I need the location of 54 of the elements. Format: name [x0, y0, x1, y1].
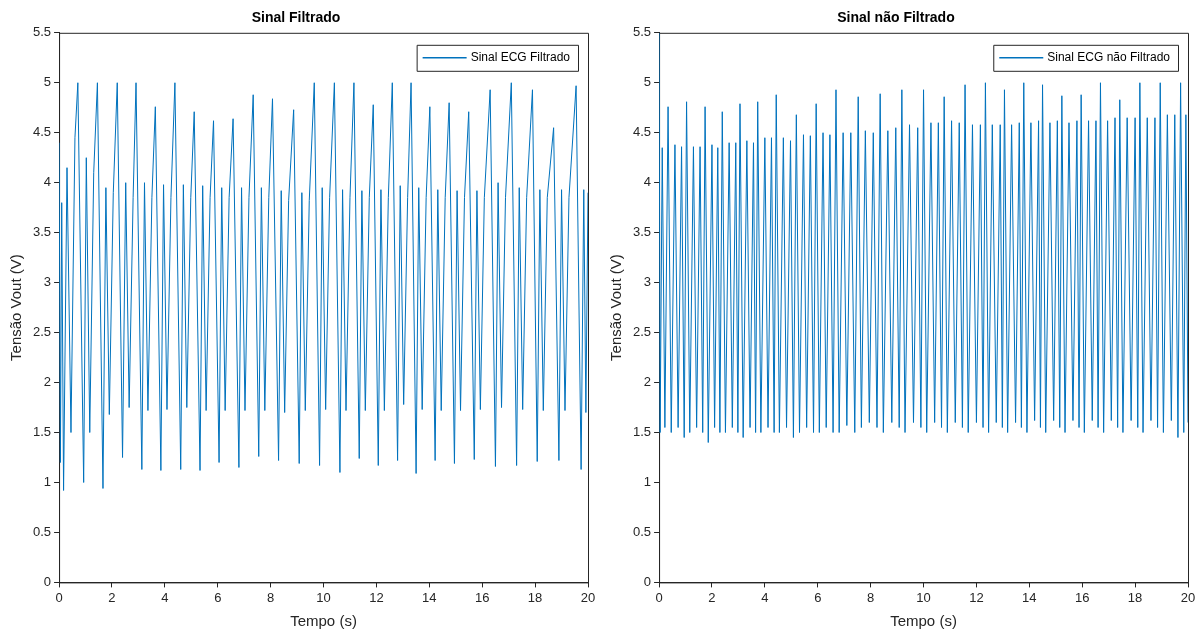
x-tick-label: 10: [916, 589, 931, 605]
x-tick-label: 2: [708, 589, 716, 605]
x-tick-label: 14: [1022, 589, 1037, 605]
y-tick-label: 0.5: [632, 524, 652, 540]
y-tick-label: 4.5: [632, 124, 652, 140]
x-tick-label: 4: [761, 589, 769, 605]
x-tick-label: 14: [422, 589, 437, 605]
x-axis-title: Tempo (s): [890, 612, 957, 630]
x-tick-label: 6: [214, 589, 222, 605]
x-tick-label: 8: [267, 589, 275, 605]
x-tick-label: 18: [1127, 589, 1143, 605]
x-tick-label: 12: [969, 589, 984, 605]
x-tick-label: 8: [867, 589, 875, 605]
y-axis-title: Tensão Vout (V): [607, 254, 625, 361]
y-tick-label: 1: [643, 474, 652, 490]
y-tick-label: 1.5: [632, 424, 652, 440]
y-tick-label: 5: [43, 74, 52, 90]
y-tick-label: 0: [43, 573, 52, 589]
y-tick-label: 0.5: [32, 524, 52, 540]
y-tick-label: 0: [643, 573, 652, 589]
y-tick-label: 4: [643, 174, 652, 190]
y-tick-label: 3: [643, 274, 652, 290]
y-tick-label: 3.5: [632, 224, 652, 240]
x-tick-label: 16: [1074, 589, 1090, 605]
y-tick-label: 2: [43, 374, 52, 390]
x-axis-title: Tempo (s): [290, 612, 357, 630]
x-tick-label: 16: [474, 589, 490, 605]
y-tick-label: 2.5: [32, 324, 52, 340]
x-tick-label: 4: [161, 589, 169, 605]
legend-label: Sinal ECG não Filtrado: [1047, 50, 1171, 65]
legend-label: Sinal ECG Filtrado: [470, 50, 571, 65]
y-tick-label: 1.5: [32, 424, 52, 440]
x-tick-label: 12: [369, 589, 384, 605]
y-axis-title: Tensão Vout (V): [7, 254, 25, 361]
y-tick-label: 3.5: [32, 224, 52, 240]
y-tick-label: 2.5: [632, 324, 652, 340]
x-tick-label: 0: [655, 589, 663, 605]
y-tick-label: 5: [643, 74, 652, 90]
x-tick-label: 18: [527, 589, 543, 605]
x-tick-label: 20: [580, 589, 596, 605]
x-tick-label: 6: [814, 589, 822, 605]
y-tick-label: 4.5: [32, 124, 52, 140]
y-tick-label: 3: [43, 274, 52, 290]
x-tick-label: 20: [1180, 589, 1196, 605]
x-tick-label: 2: [108, 589, 116, 605]
y-tick-label: 2: [643, 374, 652, 390]
chart-title: Sinal não Filtrado: [837, 9, 955, 26]
x-tick-label: 10: [316, 589, 331, 605]
x-tick-label: 0: [55, 589, 63, 605]
y-tick-label: 5.5: [632, 24, 652, 40]
y-tick-label: 5.5: [32, 24, 52, 40]
y-tick-label: 1: [43, 474, 52, 490]
chart-title: Sinal Filtrado: [251, 9, 341, 26]
y-tick-label: 4: [43, 174, 52, 190]
